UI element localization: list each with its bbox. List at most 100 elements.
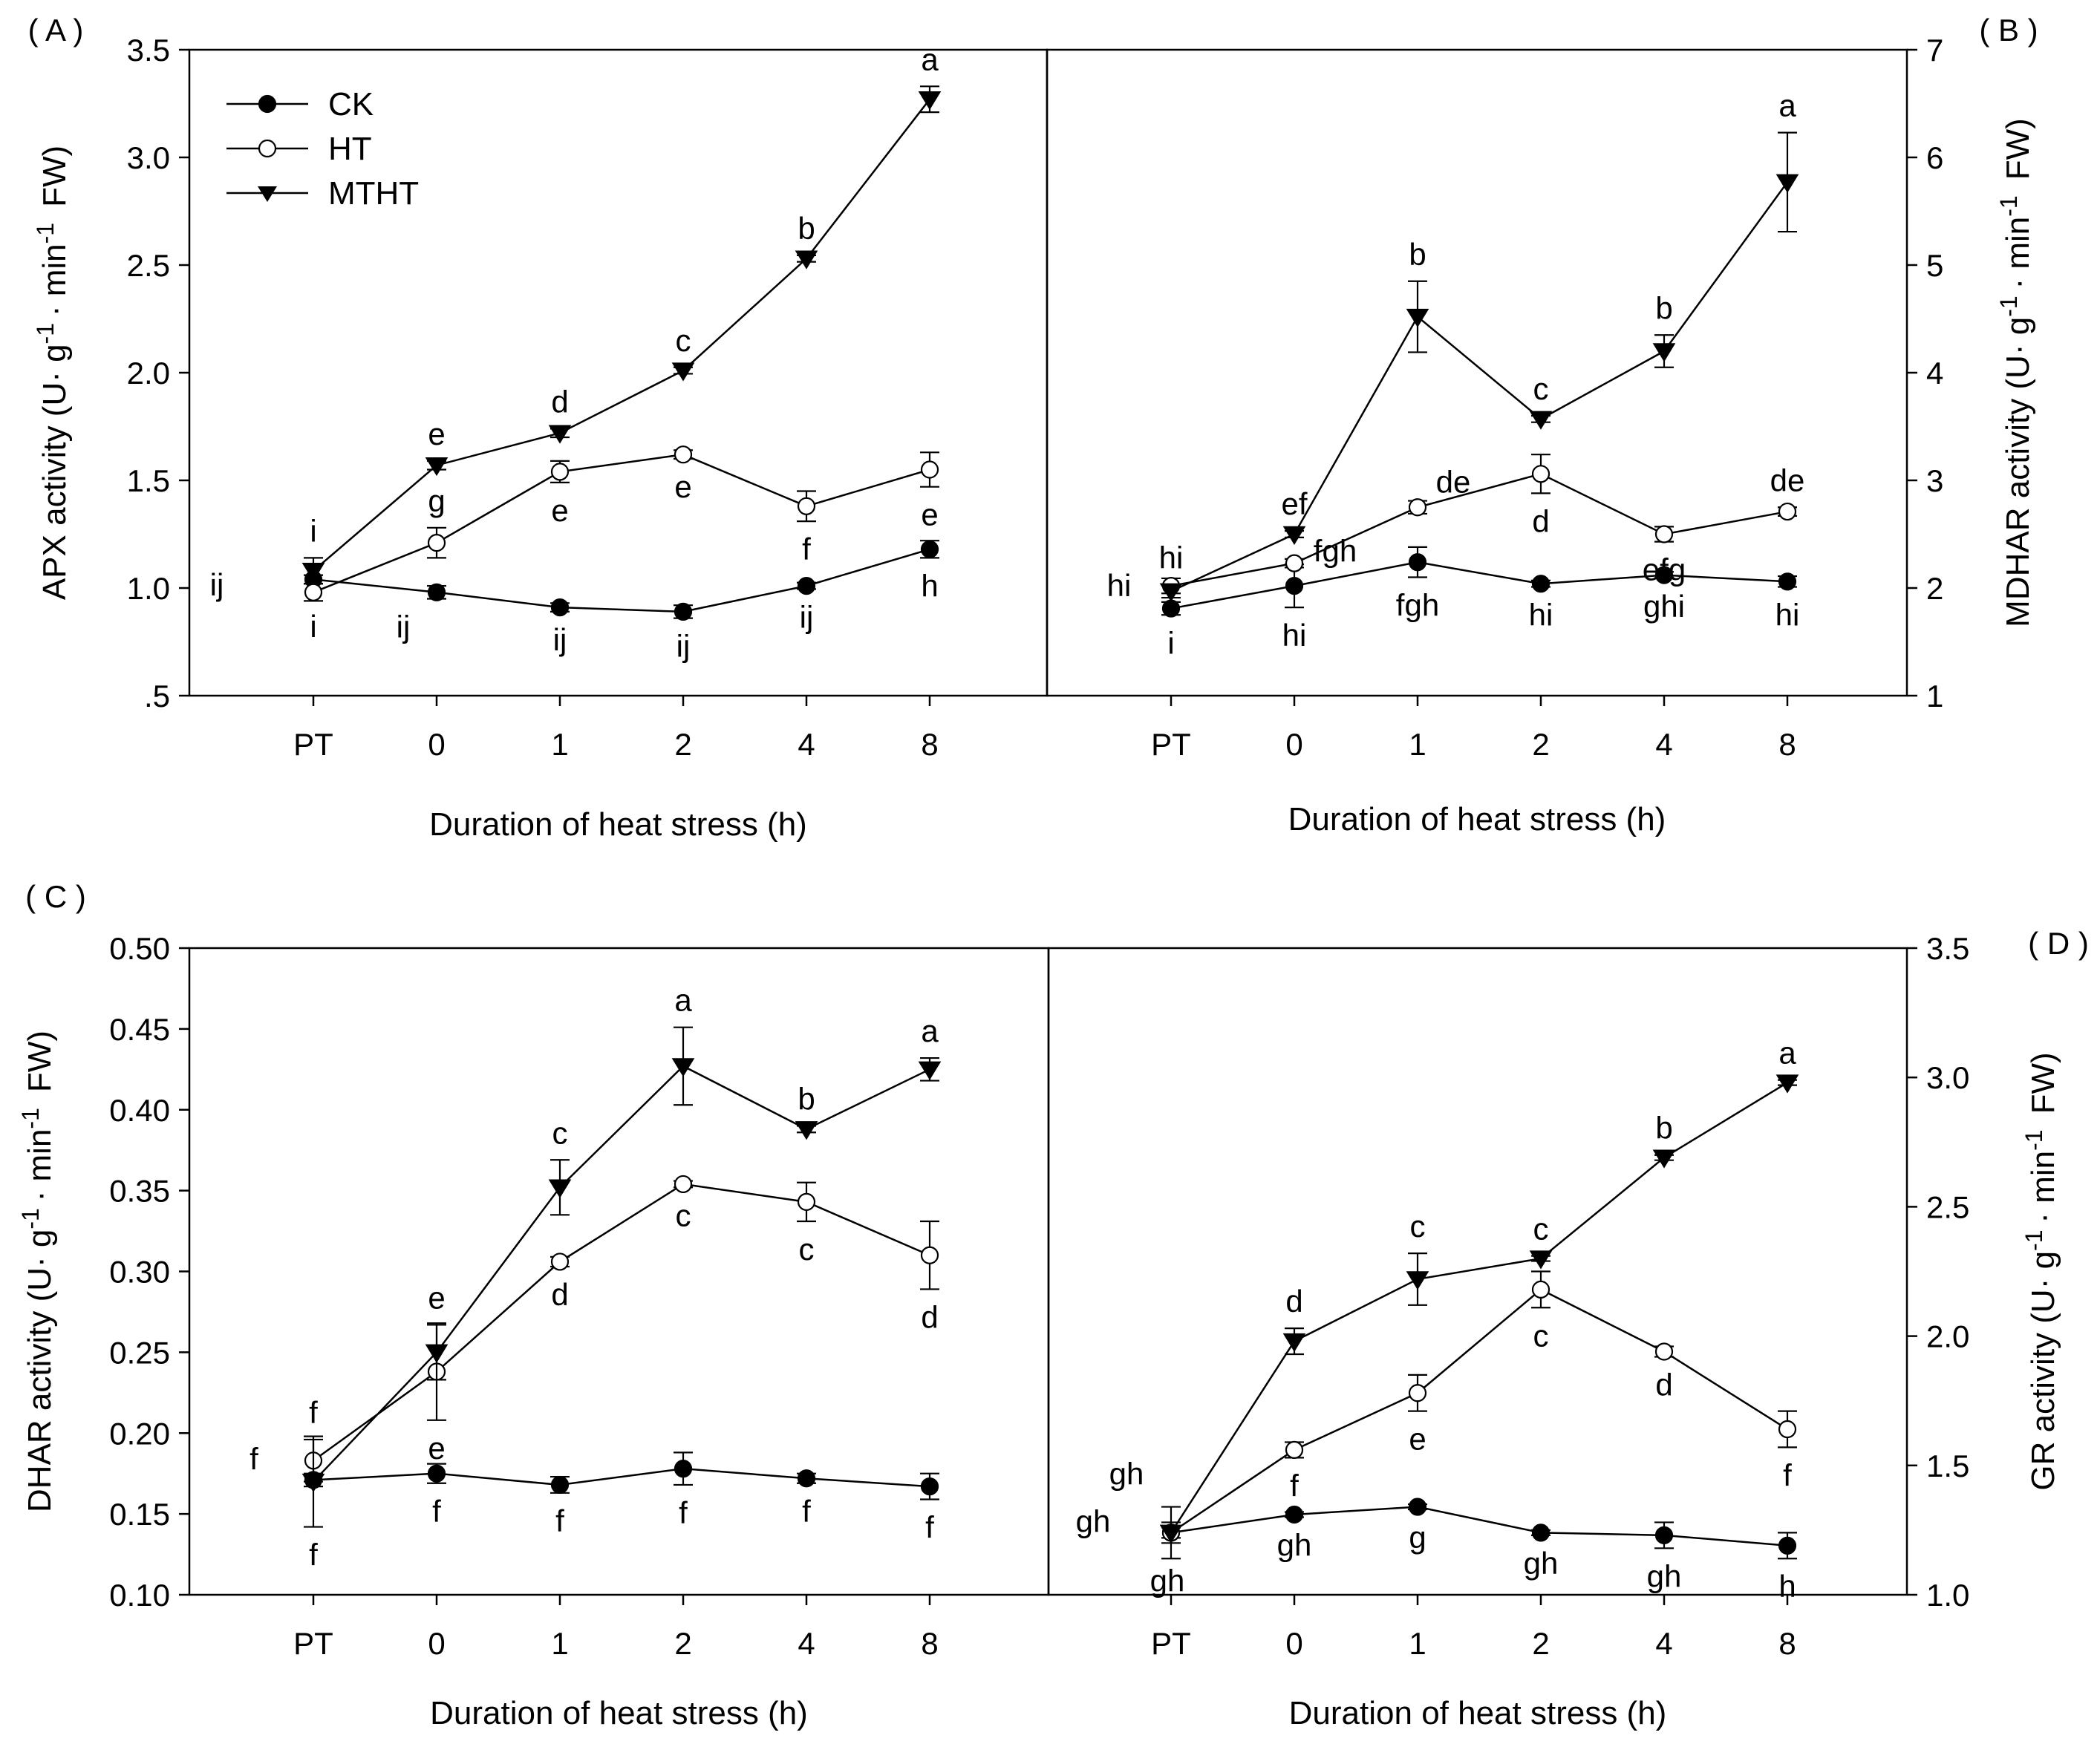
y-tick-label: 5 (1926, 248, 1943, 283)
series-line (1170, 1288, 1788, 1534)
data-point (1285, 554, 1304, 572)
data-point (1285, 1505, 1304, 1524)
series-line (1170, 472, 1788, 587)
data-point (427, 533, 446, 552)
significance-letter: hi (1107, 568, 1132, 603)
legend-label: MTHT (328, 175, 419, 212)
data-point (918, 1061, 942, 1080)
series-ht: hi fgh de d efg de (1107, 454, 1804, 603)
series-ht: f e d c c d (304, 1175, 939, 1483)
data-point (548, 1179, 572, 1198)
significance-letter: f (1290, 1468, 1299, 1503)
y-axis-label: GR activity (U· g-1 · min-1 FW) (2021, 1052, 2061, 1490)
significance-letter: b (1655, 1111, 1672, 1146)
series-line (313, 453, 930, 593)
significance-letter: e (428, 1431, 445, 1466)
legend: CK HT MTHT (226, 86, 419, 212)
y-tick-label: 2.5 (1926, 1189, 1969, 1224)
x-tick-label: 4 (1655, 1626, 1672, 1661)
series-mtht: gh d c c b a (1109, 1036, 1799, 1560)
data-point (1408, 498, 1427, 517)
legend-marker (258, 139, 277, 158)
data-point (1654, 1342, 1674, 1361)
data-point (1159, 583, 1183, 602)
data-point (797, 1192, 816, 1211)
significance-letter: c (1533, 1318, 1549, 1353)
y-tick-label: 2.0 (127, 356, 170, 391)
significance-letter: f (802, 1494, 811, 1529)
data-point (1778, 1420, 1797, 1439)
x-axis-label: Duration of heat stress (h) (1288, 801, 1666, 837)
x-tick-label: 0 (1285, 1626, 1302, 1661)
data-point (1778, 1536, 1797, 1555)
y-tick-label: 1.5 (1926, 1449, 1969, 1483)
y-tick-label: 1.0 (1926, 1578, 1969, 1613)
data-point (1531, 1280, 1550, 1299)
data-point (1406, 1271, 1429, 1290)
significance-letter: e (428, 417, 445, 451)
y-tick-label: 2.0 (1926, 1319, 1969, 1354)
x-tick-label: 0 (428, 1626, 445, 1661)
y-tick-label: 0.40 (109, 1093, 170, 1128)
series-mtht: i e d c b a (301, 42, 942, 585)
data-point (301, 563, 325, 582)
y-tick-label: 0.15 (109, 1497, 170, 1532)
x-tick-label: PT (293, 1626, 333, 1661)
series-line (1170, 561, 1788, 610)
y-tick-label: 1 (1926, 679, 1943, 713)
significance-letter: f (925, 1510, 934, 1545)
significance-letter: i (310, 513, 316, 548)
x-axis-label: Duration of heat stress (h) (429, 806, 807, 843)
series-ht: gh f e c d f (1076, 1270, 1797, 1544)
data-point (674, 1460, 693, 1478)
y-tick-label: 7 (1926, 33, 1943, 68)
data-point (1531, 465, 1550, 483)
x-tick-label: 1 (551, 1626, 568, 1661)
x-tick-label: 1 (1409, 1626, 1426, 1661)
significance-letter: gh (1277, 1527, 1312, 1562)
significance-letter: h (921, 568, 938, 603)
series-ck: gh gh g gh gh h (1150, 1498, 1797, 1604)
x-tick-label: 8 (1778, 727, 1796, 762)
y-tick-label: 2 (1926, 571, 1943, 606)
x-axis-label: Duration of heat stress (h) (1289, 1695, 1667, 1731)
x-tick-label: 4 (798, 727, 815, 762)
data-point (1408, 1498, 1427, 1516)
x-tick-label: 1 (1409, 727, 1426, 762)
significance-letter: g (1409, 1520, 1426, 1555)
y-tick-label: 4 (1926, 356, 1943, 391)
y-tick-label: .5 (144, 679, 170, 713)
y-axis-label: APX activity (U· g-1 · min-1 FW) (32, 146, 73, 600)
significance-letter: c (552, 1115, 568, 1150)
data-point (1778, 502, 1797, 521)
data-point (674, 1175, 693, 1194)
series-line (313, 548, 930, 613)
data-point (920, 460, 939, 479)
data-point (1282, 1333, 1306, 1353)
series-ck: i hi fgh hi ghi hi (1161, 546, 1799, 660)
data-point (301, 1473, 325, 1493)
data-point (1654, 525, 1674, 543)
series-line (313, 1467, 930, 1488)
plot-frame (1047, 947, 1908, 1596)
significance-letter: f (679, 1495, 688, 1530)
data-point (1282, 526, 1306, 545)
x-tick-label: 1 (551, 727, 568, 762)
significance-letter: d (1532, 503, 1549, 538)
significance-letter: c (676, 1198, 691, 1232)
panel-label: ( D ) (2028, 926, 2089, 961)
chart-panel-a: .5 1.0 1.5 2.0 2.5 3.0 3.5 PT 0 1 2 4 8 Duration of h… (28, 13, 1049, 843)
x-tick-label: 8 (1778, 1626, 1796, 1661)
data-point (674, 602, 693, 621)
y-axis-label: MDHAR activity (U· g-1 · min-1 FW) (1995, 118, 2036, 627)
data-point (427, 583, 446, 601)
y-tick-label: 3 (1926, 463, 1943, 498)
significance-letter: i (310, 609, 316, 644)
x-tick-label: 2 (674, 727, 691, 762)
x-tick-label: PT (1151, 727, 1191, 762)
data-point (1529, 1250, 1553, 1270)
data-point (1285, 1440, 1304, 1459)
series-ck: f f f f f f (250, 1441, 939, 1545)
significance-letter: f (432, 1494, 441, 1529)
